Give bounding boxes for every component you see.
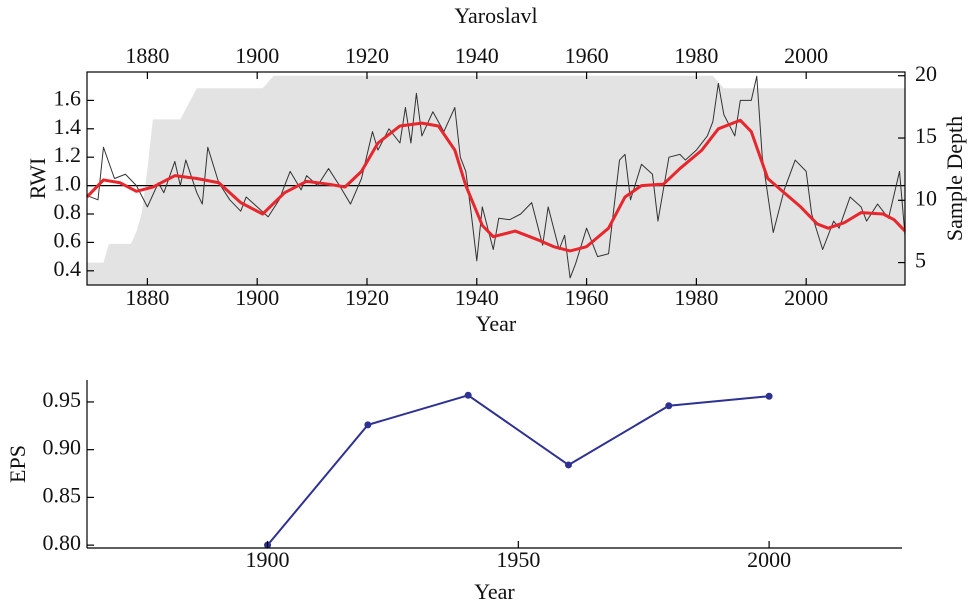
x-tick-label: 1950	[496, 547, 540, 572]
x-tick-label: 1920	[345, 285, 389, 310]
y-axis-label: RWI	[25, 158, 50, 200]
y2-tick-label: 10	[915, 185, 937, 210]
y-tick-label: 0.90	[43, 435, 82, 460]
data-point	[364, 421, 372, 429]
data-point	[765, 392, 773, 400]
y-tick-label: 1.2	[54, 142, 82, 167]
x-axis-label: Year	[476, 311, 517, 336]
plot-frame	[86, 71, 906, 286]
y-tick-label: 0.85	[43, 482, 82, 507]
data-point	[665, 402, 673, 410]
x-tick-label: 1940	[455, 285, 499, 310]
y-tick-label: 0.6	[54, 227, 82, 252]
x-tick-label: 1900	[246, 547, 290, 572]
x-tick-label-top: 1940	[455, 43, 499, 68]
y-tick-label: 1.6	[54, 85, 82, 110]
x-axis-label: Year	[474, 579, 515, 604]
y2-tick-label: 20	[915, 61, 937, 86]
x-tick-label-top: 1960	[565, 43, 609, 68]
y-tick-label: 1.0	[54, 171, 82, 196]
data-point	[464, 391, 472, 399]
y2-axis-label: Sample Depth	[942, 116, 967, 241]
x-tick-label: 2000	[784, 285, 828, 310]
x-tick-label: 1960	[565, 285, 609, 310]
x-tick-label-top: 1920	[345, 43, 389, 68]
sample-depth-area	[87, 75, 905, 285]
x-tick-label-top: 2000	[784, 43, 828, 68]
y-tick-label: 0.4	[54, 256, 82, 281]
x-tick-label: 2000	[747, 547, 791, 572]
data-point	[564, 461, 572, 469]
y-tick-label: 0.8	[54, 199, 82, 224]
x-tick-label-top: 1880	[125, 43, 169, 68]
x-tick-label-top: 1980	[674, 43, 718, 68]
data-line	[266, 394, 770, 546]
x-tick-label: 1880	[125, 285, 169, 310]
data-line	[86, 75, 906, 279]
y-tick-label: 0.80	[43, 530, 82, 555]
y2-tick-label: 15	[915, 123, 937, 148]
data-line	[85, 118, 907, 253]
y-tick-label: 0.95	[43, 387, 82, 412]
x-tick-label: 1980	[674, 285, 718, 310]
y2-tick-label: 5	[915, 248, 926, 273]
x-tick-label-top: 1900	[235, 43, 279, 68]
y-tick-label: 1.4	[54, 114, 82, 139]
x-tick-label: 1900	[235, 285, 279, 310]
chart-title: Yaroslavl	[454, 3, 537, 28]
y-axis-label: EPS	[5, 445, 30, 483]
